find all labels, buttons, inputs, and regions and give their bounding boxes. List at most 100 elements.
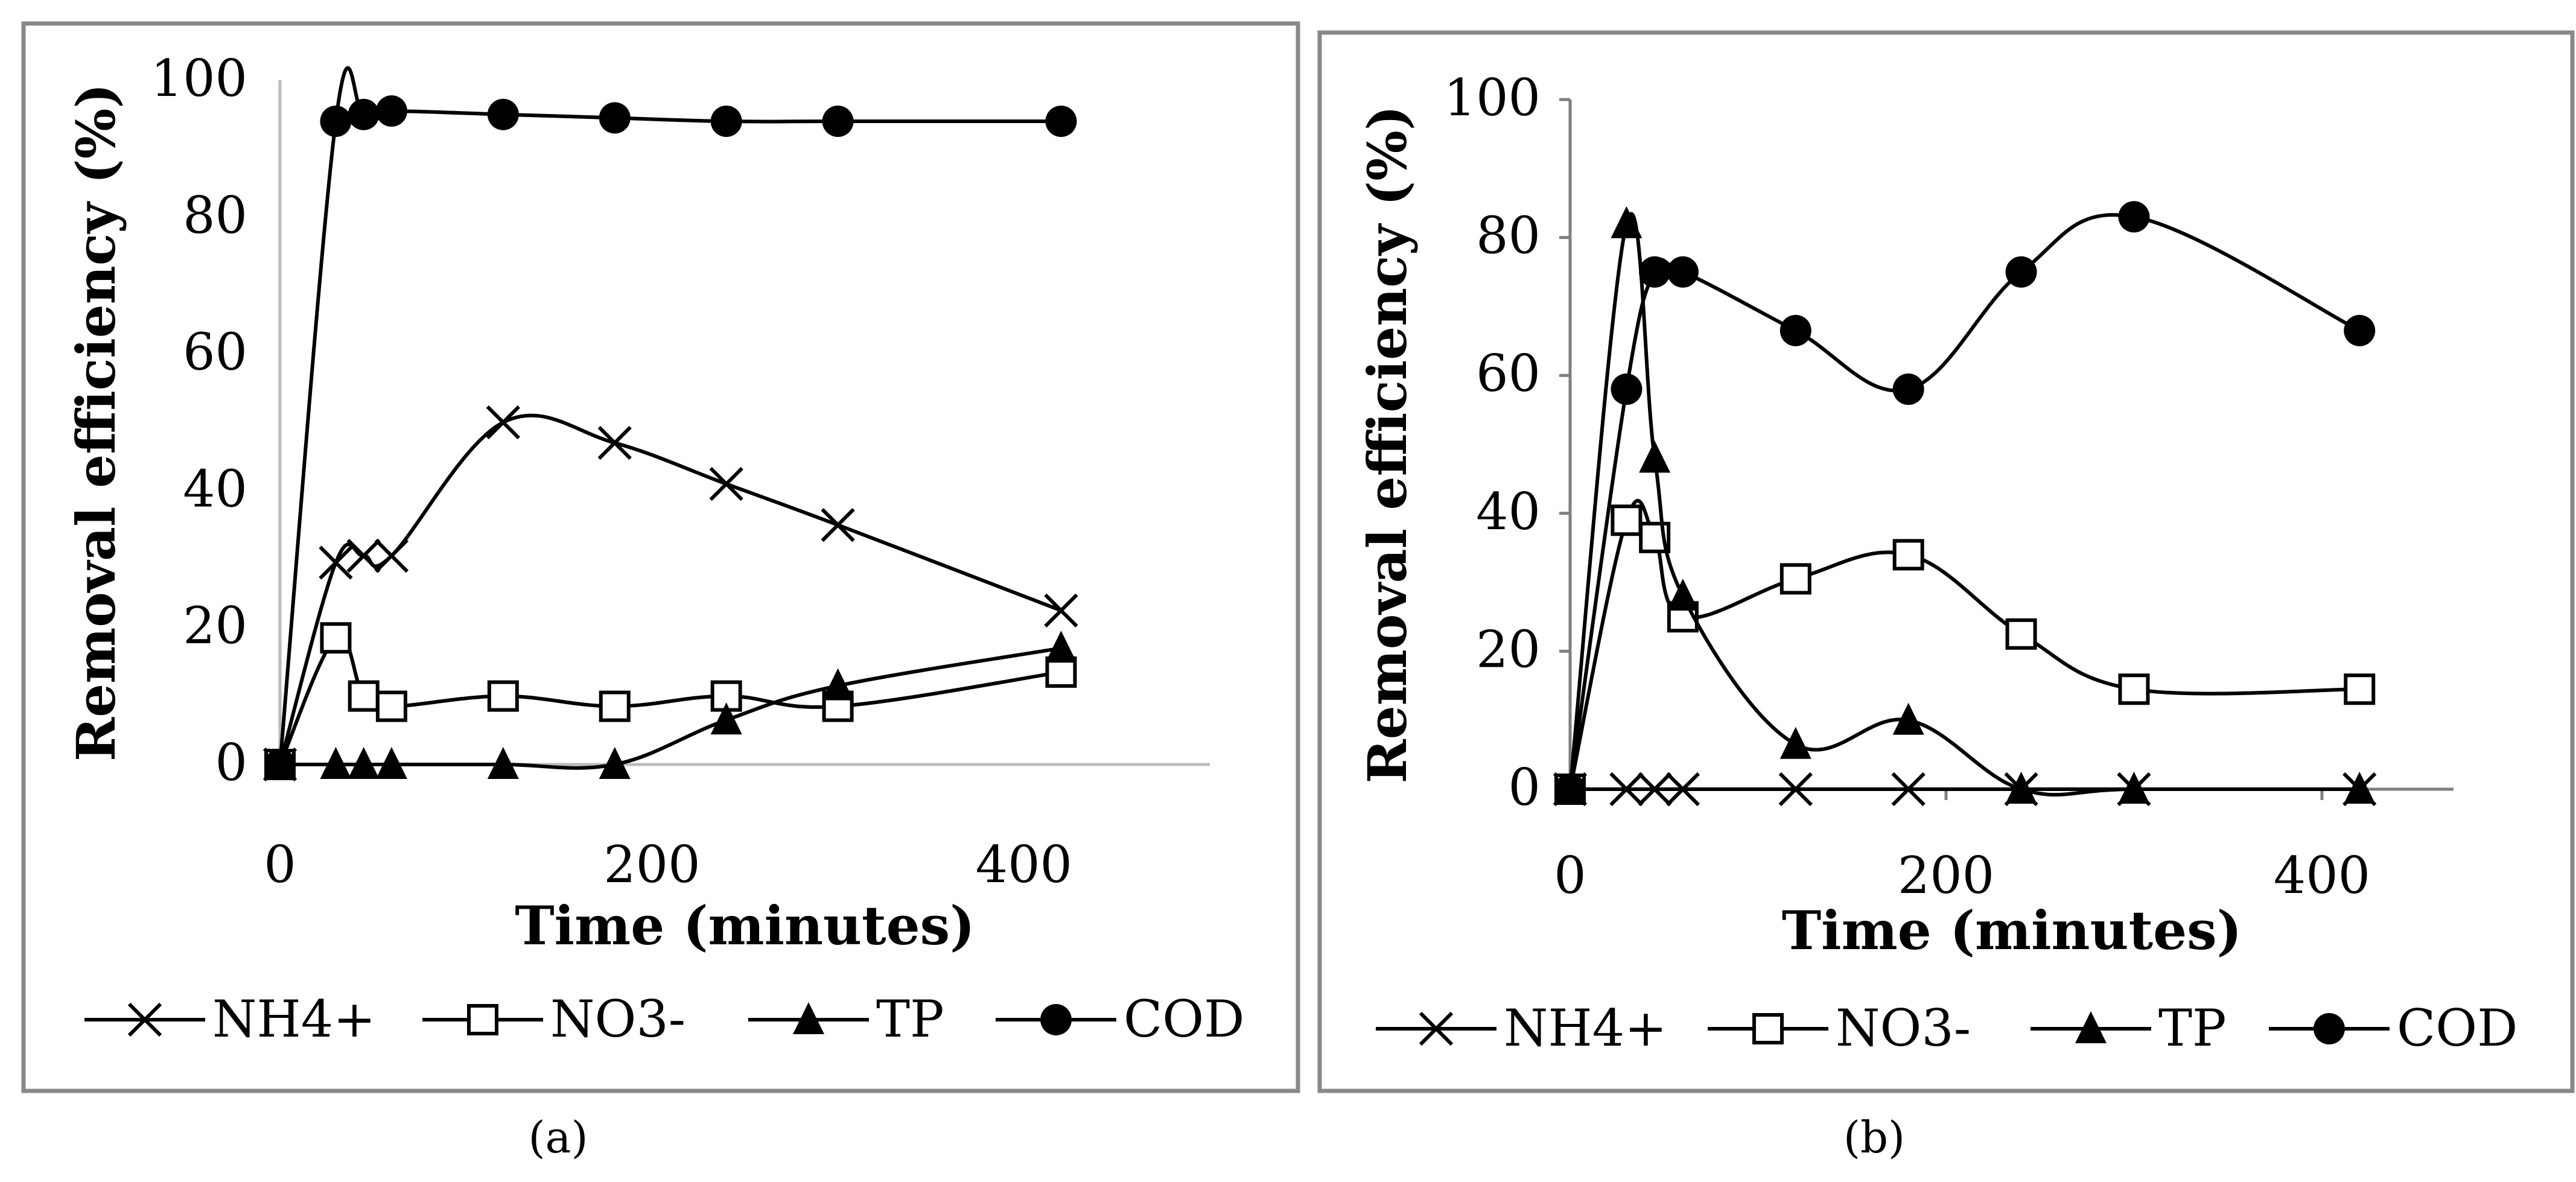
data-point-cod	[822, 106, 854, 138]
data-point-nh4	[1778, 772, 1813, 807]
data-point-cod	[264, 749, 296, 780]
series-no3	[1554, 499, 2376, 805]
data-point-cod	[1667, 256, 1699, 288]
caption-b: (b)	[1843, 1112, 1905, 1163]
legend-marker-nh4	[127, 1002, 162, 1037]
data-point-tp	[1779, 726, 1811, 759]
data-point-nh4	[374, 539, 409, 573]
legend-label-nh4: NH4+	[1504, 999, 1667, 1058]
y-tick-label: 60	[183, 323, 247, 382]
panel-b-frame	[1317, 30, 2575, 1093]
legend: NH4+ NO3- TP COD	[1376, 999, 2517, 1058]
y-axis-label: Removal efficiency (%)	[65, 83, 127, 761]
data-point-cod	[2005, 256, 2037, 288]
data-point-cod	[375, 95, 407, 127]
series-nh4	[262, 405, 1078, 782]
data-point-nh4	[709, 466, 743, 501]
data-point-cod	[710, 106, 742, 138]
y-axis-label: Removal efficiency (%)	[1356, 105, 1419, 783]
data-point-cod	[1892, 373, 1924, 405]
data-point-cod	[599, 102, 631, 134]
x-axis-label: Time (minutes)	[515, 894, 975, 957]
data-point-no3	[375, 690, 407, 722]
y-tick-label: 0	[215, 733, 247, 792]
data-point-cod	[487, 98, 519, 130]
y-tick-label: 80	[1476, 206, 1541, 265]
data-point-no3	[487, 680, 519, 712]
legend-marker-nh4	[1419, 1011, 1454, 1046]
y-tick-label: 100	[151, 49, 247, 108]
data-point-no3	[2118, 673, 2150, 705]
legend-marker-no3	[1752, 1013, 1784, 1044]
data-point-no3	[1892, 539, 1924, 571]
data-point-tp	[1611, 206, 1643, 238]
series-cod	[1554, 201, 2376, 805]
data-point-nh4	[319, 545, 353, 580]
legend-marker-cod	[2314, 1013, 2345, 1044]
series-tp	[264, 631, 1077, 779]
data-point-tp	[320, 747, 352, 779]
y-tick-label: 100	[1444, 68, 1541, 127]
data-point-no3	[599, 690, 631, 722]
data-point-nh4	[821, 507, 855, 542]
caption-a: (a)	[528, 1112, 588, 1163]
data-point-tp	[2344, 772, 2376, 804]
y-tick-label: 40	[1476, 482, 1541, 541]
data-point-nh4	[486, 405, 520, 440]
legend-label-cod: COD	[2397, 999, 2517, 1058]
data-point-cod	[348, 98, 380, 130]
data-point-tp	[1892, 702, 1924, 735]
legend-label-tp: TP	[2158, 999, 2227, 1058]
data-point-tp	[2005, 772, 2037, 804]
data-point-cod	[1639, 256, 1671, 288]
data-point-nh4	[1609, 772, 1644, 807]
data-point-tp	[487, 747, 519, 779]
data-point-nh4	[1638, 772, 1672, 807]
x-axis-label: Time (minutes)	[1782, 899, 2242, 962]
data-point-tp	[2118, 772, 2150, 804]
data-point-nh4	[1891, 772, 1926, 807]
data-point-no3	[2344, 673, 2376, 705]
series-no3	[264, 622, 1077, 780]
legend-marker-tp	[2075, 1011, 2107, 1043]
legend-label-tp: TP	[876, 990, 944, 1049]
series-line-cod	[1568, 213, 2361, 790]
x-tick-label: 0	[264, 835, 296, 894]
data-point-no3	[2005, 618, 2037, 650]
legend: NH4+ NO3- TP COD	[84, 990, 1244, 1049]
legend-label-no3: NO3-	[1836, 999, 1971, 1058]
data-point-nh4	[1044, 593, 1078, 628]
data-point-tp	[1667, 578, 1699, 611]
legend-marker-tp	[793, 1002, 824, 1034]
chart-b: 0 20 40 60 80 100 0 200 400 Time (minutes) Removal…	[1356, 68, 2517, 1058]
x-tick-label: 200	[1898, 846, 1994, 905]
data-point-tp	[1045, 631, 1077, 663]
data-point-cod	[2344, 314, 2376, 346]
series-line-tp	[1568, 212, 2360, 797]
data-point-no3	[1611, 504, 1643, 536]
y-tick-label: 40	[183, 459, 247, 518]
data-point-tp	[710, 702, 742, 735]
data-point-tp	[1639, 440, 1671, 473]
x-tick-label: 400	[976, 835, 1072, 894]
legend-marker-no3	[467, 1004, 498, 1035]
y-tick-label: 0	[1509, 758, 1541, 817]
data-point-cod	[320, 106, 352, 138]
y-tick-label: 20	[1476, 620, 1541, 679]
data-point-no3	[1045, 656, 1077, 688]
series-line-nh4	[278, 413, 1062, 765]
data-point-tp	[599, 747, 631, 779]
data-point-nh4	[1665, 772, 1700, 807]
data-point-cod	[1611, 373, 1643, 405]
data-point-tp	[375, 747, 407, 779]
legend-label-no3: NO3-	[550, 990, 685, 1049]
legend-marker-cod	[1040, 1004, 1072, 1035]
legend-label-nh4: NH4+	[212, 990, 376, 1049]
data-point-no3	[348, 680, 380, 712]
y-tick-label: 60	[1476, 344, 1541, 403]
data-point-cod	[1045, 106, 1077, 138]
series-cod	[264, 66, 1077, 780]
data-point-cod	[1554, 774, 1586, 805]
series-line-no3	[1568, 499, 2360, 790]
